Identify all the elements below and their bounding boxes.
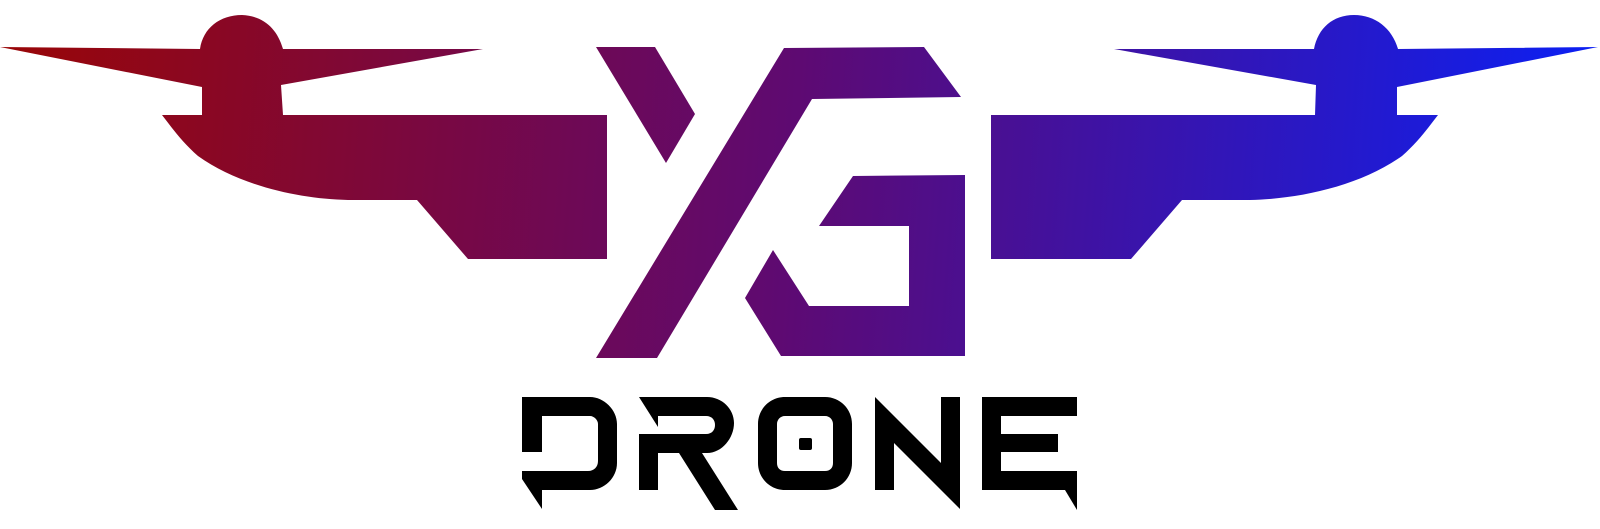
y-main-stroke: [596, 47, 961, 358]
wordmark-letter-r: [639, 397, 738, 510]
wordmark-letter-o-center-dot: [799, 438, 812, 450]
wordmark-letter-e: [982, 397, 1077, 510]
wordmark-letter-o: [758, 397, 852, 490]
wordmark-letter-d: [522, 397, 617, 509]
y-left-stroke: [596, 47, 695, 163]
wordmark-letter-n: [875, 397, 960, 509]
g-shape: [745, 175, 965, 356]
left-drone-wing-icon: [0, 15, 607, 259]
yg-monogram-icon: [596, 47, 965, 358]
right-drone-wing-icon: [991, 15, 1598, 259]
drone-wordmark: [522, 397, 1077, 510]
